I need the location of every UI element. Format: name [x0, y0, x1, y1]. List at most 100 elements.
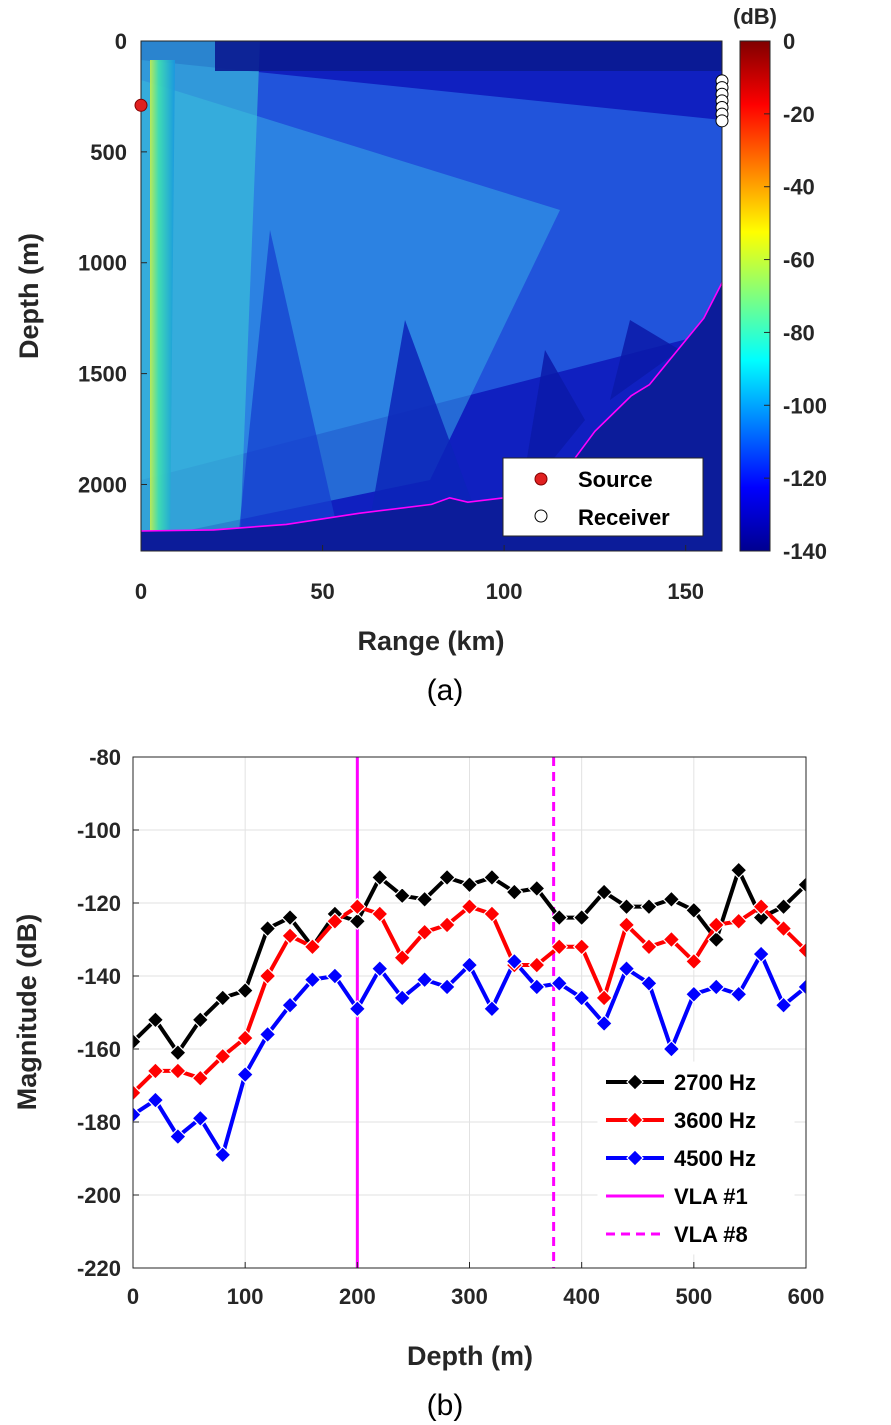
panel-b-y-tick-label: -180 [77, 1110, 121, 1135]
data-point [415, 970, 434, 989]
colorbar-ticks: 0 -20 -40 -60 -80 -100 -120 -140 [764, 29, 827, 564]
data-point [169, 1043, 187, 1062]
data-point [572, 937, 591, 956]
colorbar-tick-label: -40 [783, 175, 815, 200]
data-point [415, 890, 434, 909]
panel-a-y-tick-label: 1500 [78, 362, 127, 387]
data-point [133, 1105, 142, 1124]
data-point [258, 1025, 277, 1044]
data-point [348, 912, 367, 931]
colorbar: (dB) 0 -20 -40 -60 -80 -100 -120 -140 [733, 4, 827, 564]
data-point [505, 952, 524, 971]
data-point [191, 1069, 210, 1088]
data-point [460, 897, 479, 916]
data-point [684, 985, 703, 1004]
colorbar-gradient [739, 40, 771, 552]
panel-b-magnitude-vs-depth: 0 100 200 300 400 500 600 -80-100-120-140-160-… [12, 745, 824, 1422]
colorbar-tick-label: -20 [783, 102, 815, 127]
panel-a-x-ticks: 0 50 100 150 [135, 545, 704, 604]
panel-b-y-tick-label: -200 [77, 1183, 121, 1208]
data-point [146, 1091, 165, 1109]
data-point [752, 908, 770, 927]
panel-b-x-tick-label: 600 [788, 1284, 825, 1309]
data-point [797, 978, 806, 996]
data-point [370, 905, 389, 923]
panel-b-caption: (b) [427, 1389, 464, 1422]
data-point [640, 974, 658, 993]
panel-b-x-tick-label: 0 [127, 1284, 139, 1309]
data-point [550, 974, 569, 993]
data-point [617, 916, 636, 934]
source-marker [134, 98, 148, 112]
panel-a-x-tick-label: 0 [135, 579, 147, 604]
data-point [662, 890, 681, 909]
colorbar-tick-label: 0 [783, 29, 795, 54]
panel-b-y-tick-label: -120 [77, 891, 121, 916]
data-point [752, 897, 770, 916]
data-point [438, 916, 456, 934]
panel-b-legend: 2700 Hz 3600 Hz 4500 Hz VLA #1 VLA #8 [597, 1061, 795, 1255]
data-point [191, 1109, 210, 1128]
data-point [505, 883, 524, 901]
data-point [483, 868, 501, 887]
data-point [326, 967, 344, 985]
data-point [774, 897, 793, 916]
colorbar-unit: (dB) [733, 4, 777, 29]
data-point [662, 930, 681, 949]
panel-b-x-ticks: 0 100 200 300 400 500 600 [127, 1262, 824, 1309]
data-point [281, 908, 299, 927]
panel-b-x-tick-label: 500 [675, 1284, 712, 1309]
legend-label: VLA #1 [674, 1184, 748, 1209]
data-point [662, 1040, 681, 1058]
panel-a-x-tick-label: 50 [310, 579, 334, 604]
data-point [550, 908, 569, 927]
colorbar-tick-label: -140 [783, 539, 827, 564]
data-point [281, 996, 299, 1015]
data-point [572, 989, 591, 1007]
legend-label: 4500 Hz [674, 1146, 756, 1171]
legend-source-label: Source [578, 467, 653, 492]
panel-a-legend: Source Receiver [502, 457, 704, 537]
data-point [393, 948, 412, 967]
panel-b-y-ticks: -80 -100 -120 -140 -160 -180 -200 -220 [77, 745, 139, 1281]
legend-label: 2700 Hz [674, 1070, 756, 1095]
data-point [572, 908, 591, 927]
data-point [752, 945, 770, 963]
data-point [684, 901, 703, 920]
panel-a-y-tick-label: 2000 [78, 472, 127, 497]
legend-swatch-marker [626, 1111, 644, 1129]
legend-swatch-marker [626, 1149, 644, 1167]
panel-b-y-label: Magnitude (dB) [12, 914, 42, 1110]
data-point [236, 1065, 255, 1084]
data-point [303, 970, 322, 989]
data-point [684, 952, 703, 971]
data-point [393, 989, 412, 1007]
data-point [133, 1032, 142, 1051]
data-point [303, 937, 322, 956]
data-point [460, 956, 479, 974]
data-point [258, 967, 277, 985]
data-point [595, 989, 613, 1007]
panel-b-series [133, 861, 806, 1164]
source-receiver-markers [134, 74, 729, 128]
data-point [236, 981, 255, 1000]
data-point [707, 930, 726, 949]
legend-receiver-label: Receiver [578, 505, 670, 530]
data-point [483, 905, 501, 923]
data-point [707, 916, 726, 934]
panel-a-y-tick-label: 500 [90, 140, 127, 165]
panel-b-y-tick-label: -220 [77, 1256, 121, 1281]
data-point [550, 937, 569, 956]
data-point [146, 1010, 165, 1029]
data-point [258, 919, 277, 938]
data-point [595, 1014, 613, 1033]
panel-a-caption: (a) [427, 674, 464, 707]
data-point [348, 1000, 367, 1018]
data-point [415, 923, 434, 942]
data-point [213, 989, 232, 1007]
data-point [595, 883, 613, 901]
data-point [527, 978, 546, 996]
data-point [729, 861, 748, 879]
data-point [797, 875, 806, 894]
panel-b-y-tick-label: -100 [77, 818, 121, 843]
